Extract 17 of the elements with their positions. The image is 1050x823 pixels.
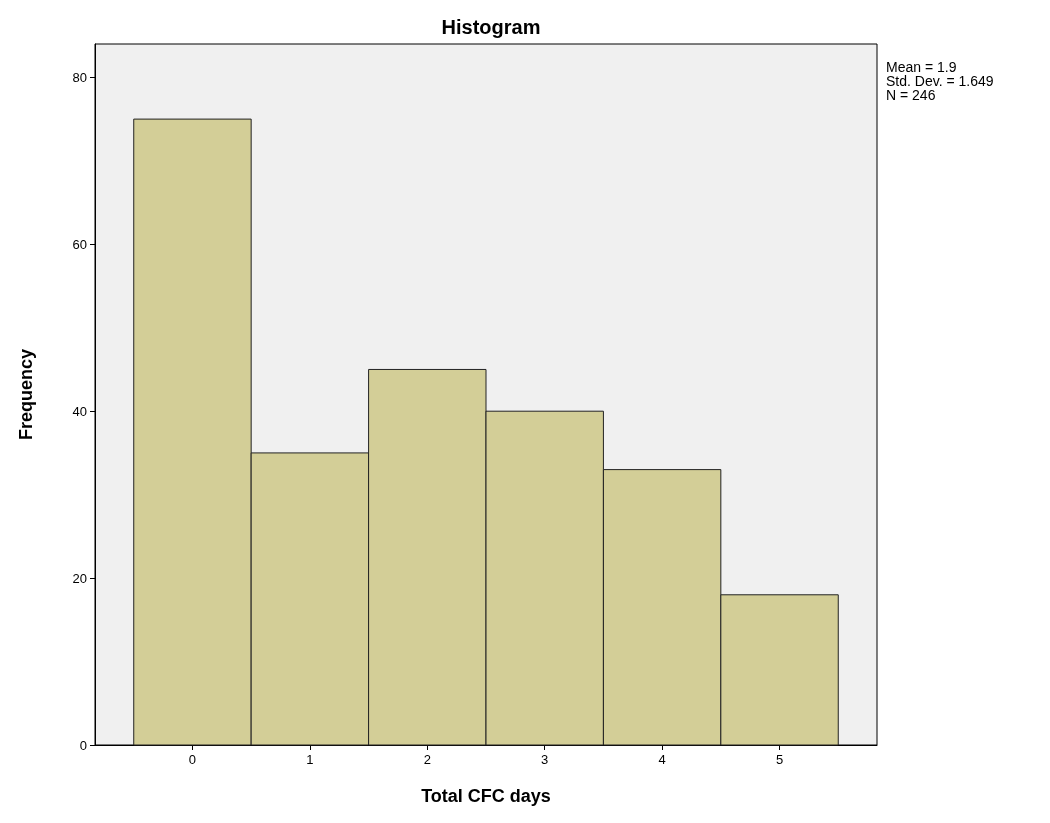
chart-title: Histogram bbox=[441, 16, 541, 38]
text: Std. Dev. = 1.649 bbox=[886, 73, 994, 89]
x-tick-label: 1 bbox=[306, 752, 314, 767]
y-axis-title: Frequency bbox=[16, 348, 36, 441]
text: N = 246 bbox=[886, 87, 936, 103]
x-axis-title: Total CFC days bbox=[421, 786, 551, 806]
x-tick-label: 2 bbox=[423, 752, 431, 767]
y-tick-label: 60 bbox=[72, 236, 87, 252]
y-tick-label: 20 bbox=[72, 570, 87, 586]
y-tick-label: 80 bbox=[72, 69, 87, 85]
x-tick-label: 0 bbox=[188, 752, 197, 767]
y-tick-label: 40 bbox=[72, 403, 87, 419]
y-tick-label: 0 bbox=[79, 737, 87, 753]
x-tick-label: 3 bbox=[541, 752, 549, 767]
x-tick-label: 5 bbox=[775, 752, 784, 767]
x-tick-label: 4 bbox=[658, 752, 666, 767]
text: Mean = 1.9 bbox=[886, 59, 957, 75]
